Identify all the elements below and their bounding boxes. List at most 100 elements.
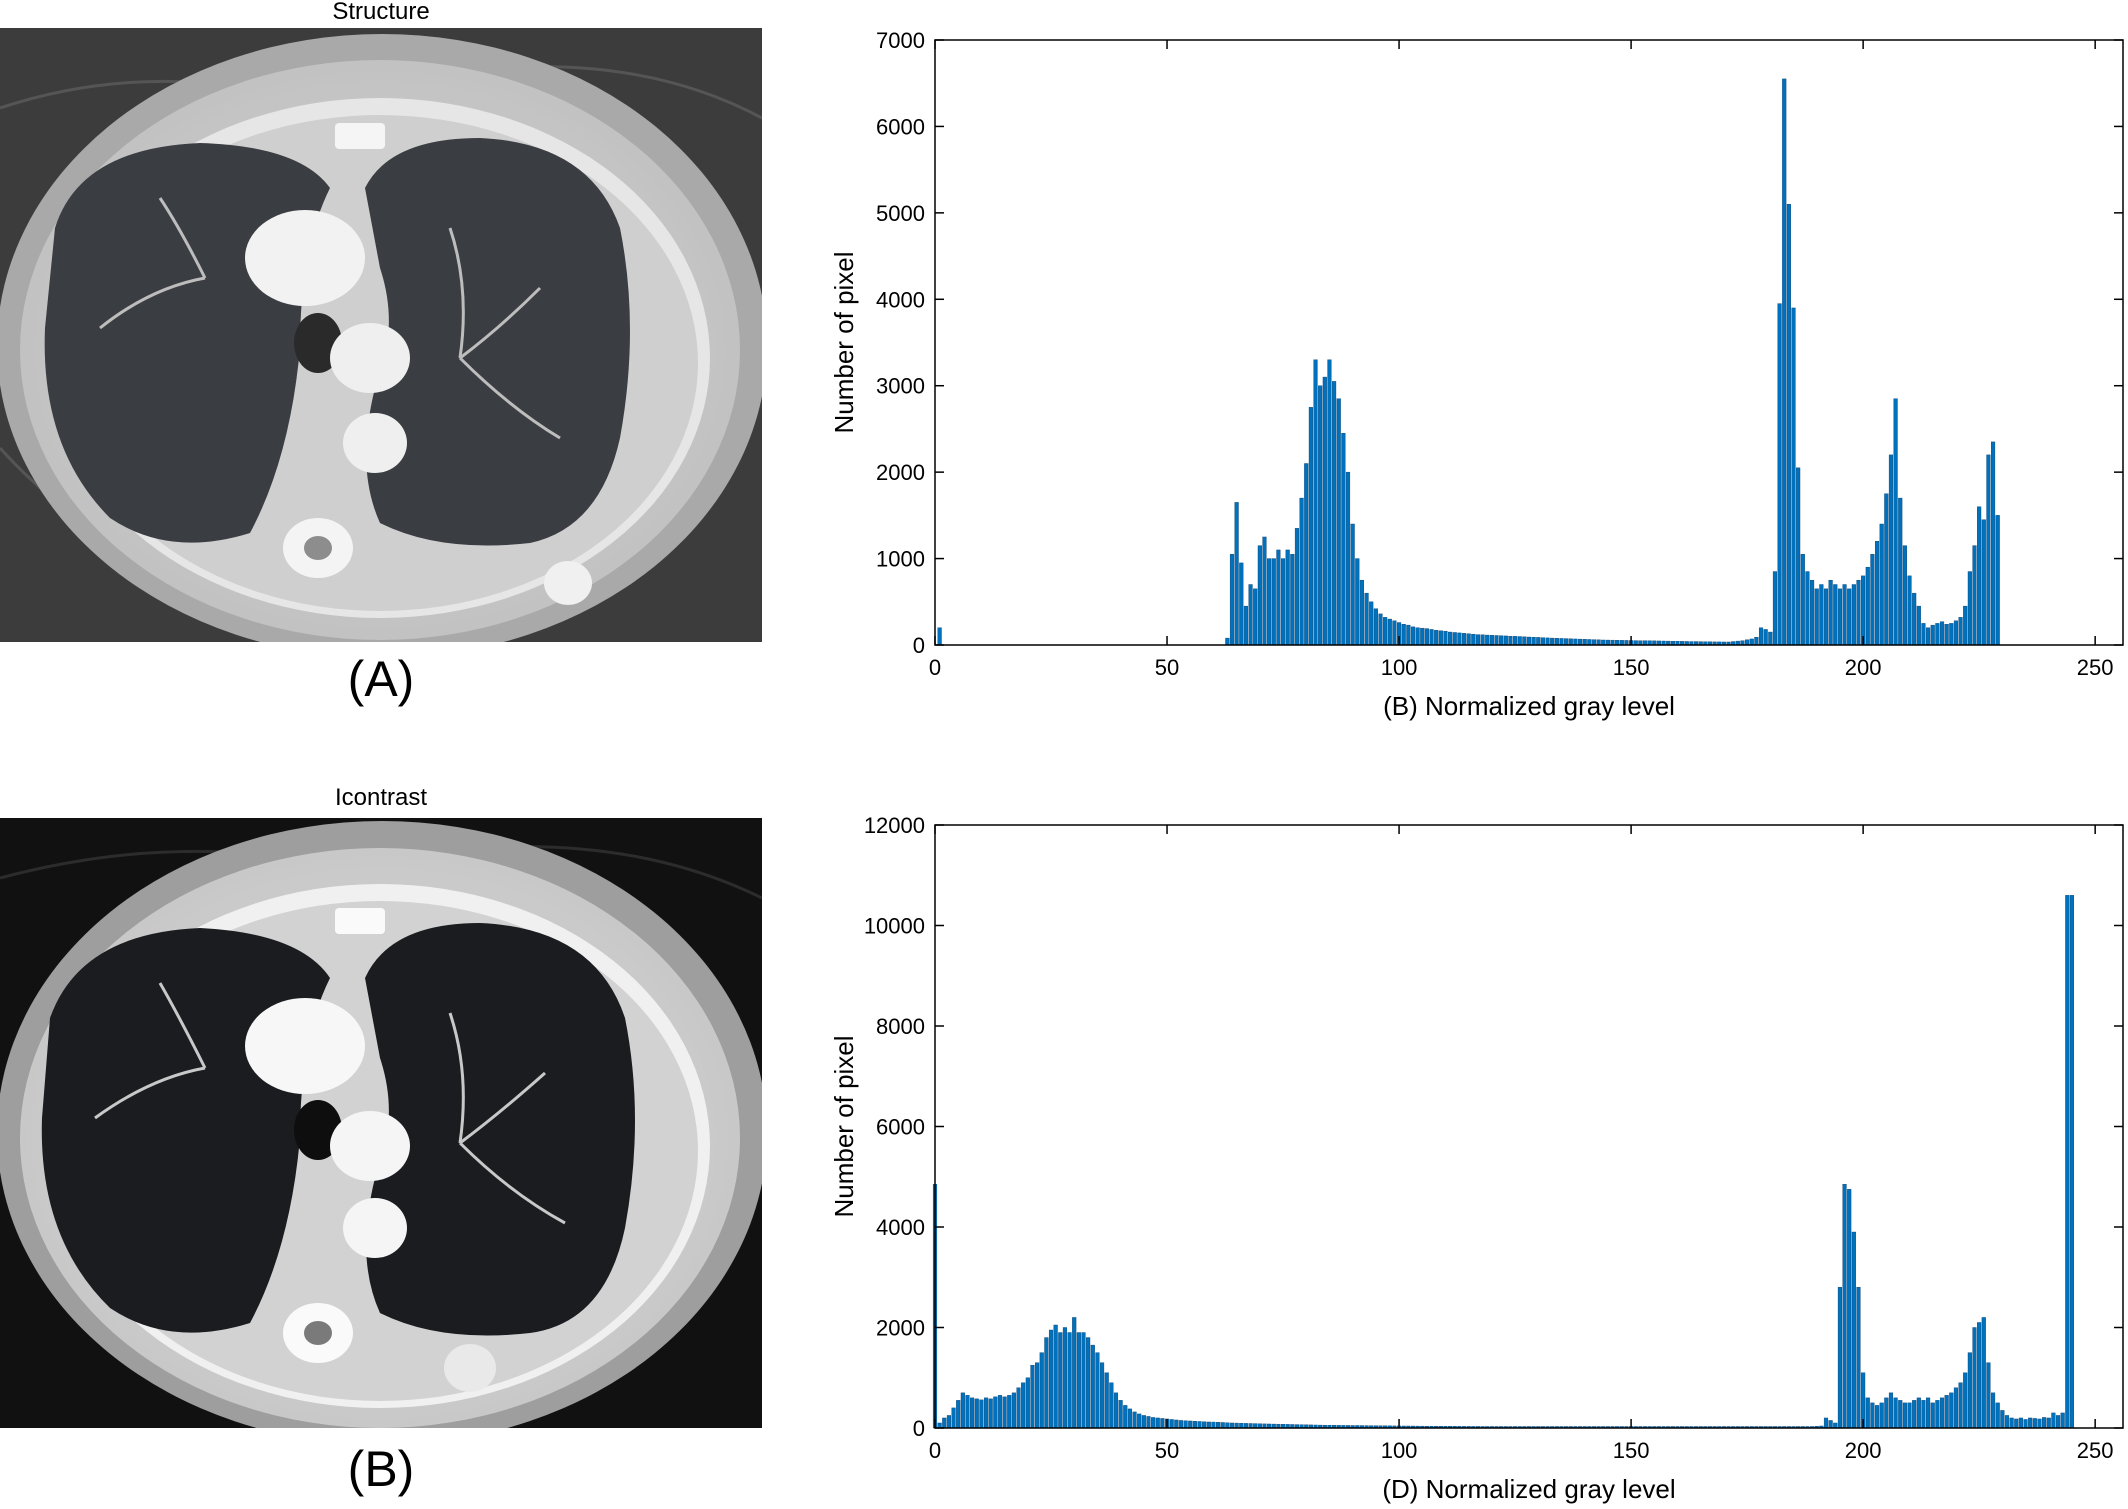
histogram-bar	[937, 627, 942, 646]
x-tick-label: 200	[1845, 1438, 1882, 1463]
histogram-bar	[1847, 1189, 1852, 1429]
histogram-bar	[1782, 78, 1787, 646]
histogram-bar	[1234, 502, 1239, 646]
histogram-bar	[1879, 1402, 1884, 1429]
histogram-bar	[1953, 1387, 1958, 1429]
histogram-bar	[1810, 579, 1815, 646]
histogram-bar	[1100, 1362, 1105, 1429]
histogram-bar	[1814, 588, 1819, 646]
histogram-bar	[1058, 1332, 1063, 1429]
histogram-bar	[1856, 1287, 1861, 1429]
histogram-bar	[1076, 1332, 1081, 1429]
histogram-bar	[1072, 1317, 1077, 1429]
histogram-bar	[1336, 398, 1341, 646]
histogram-bar	[1587, 639, 1592, 646]
y-tick-label: 6000	[876, 114, 925, 139]
histogram-bar	[1967, 571, 1972, 646]
histogram-bar	[1429, 629, 1434, 646]
x-tick-label: 100	[1381, 1438, 1418, 1463]
histogram-bar	[1109, 1382, 1114, 1429]
histogram-bar	[2060, 1412, 2065, 1429]
histogram-bar	[1874, 541, 1880, 646]
histogram-bar	[1870, 1402, 1875, 1429]
histogram-bar	[1540, 637, 1545, 646]
histogram-bar	[974, 1398, 979, 1429]
histogram-bar	[1489, 635, 1494, 646]
histogram-bar	[1355, 558, 1360, 646]
histogram-bar	[2009, 1417, 2014, 1429]
histogram-bar	[1188, 1420, 1193, 1429]
y-tick-label: 6000	[876, 1115, 925, 1140]
histogram-bar	[1963, 1372, 1968, 1429]
histogram-bar	[1902, 545, 1907, 646]
histogram-bar	[1123, 1405, 1128, 1429]
histogram-bar	[1178, 1420, 1184, 1429]
histogram-bar	[1847, 588, 1852, 646]
y-tick-label: 5000	[876, 201, 925, 226]
histogram-bar	[1596, 639, 1601, 646]
histogram-bar	[1513, 636, 1518, 646]
histogram-bar	[1299, 497, 1304, 646]
histogram-bar	[2000, 1410, 2005, 1429]
histogram-bar	[1995, 1402, 2000, 1429]
histogram-bar	[942, 1417, 947, 1429]
histogram-bar	[965, 1395, 970, 1429]
histogram-bar	[1206, 1421, 1211, 1429]
histogram-bar	[1364, 592, 1369, 646]
histogram-bar	[1763, 629, 1768, 646]
histogram-bar	[1095, 1352, 1100, 1429]
histogram-bar	[1907, 575, 1912, 646]
histogram-bar	[1392, 620, 1397, 646]
histogram-bar	[1466, 633, 1471, 646]
histogram-bar	[1823, 588, 1829, 646]
histogram-bar	[1786, 204, 1791, 646]
histogram-bar	[1935, 623, 1940, 646]
histogram-bar	[960, 1392, 965, 1429]
histogram-icontrast-plot: 0 50 100 150 200 250 0 2000 4000 6000 8000 10000 120…	[829, 813, 2124, 1504]
histogram-bar	[983, 1397, 989, 1429]
histogram-bar	[1754, 637, 1759, 646]
histogram-bar	[1531, 637, 1536, 646]
histogram-bar	[1243, 605, 1248, 646]
histogram-bar	[988, 1398, 993, 1429]
histogram-bar	[1229, 1422, 1235, 1429]
histogram-bar	[1935, 1400, 1940, 1429]
histogram-bar	[1958, 1382, 1963, 1429]
histogram-bar	[1025, 1377, 1030, 1429]
histogram-bar	[1902, 1402, 1907, 1429]
histogram-bar	[1341, 433, 1346, 646]
histogram-bar	[1132, 1411, 1137, 1429]
histogram-bar	[2014, 1418, 2019, 1429]
histogram-bar	[1536, 637, 1541, 646]
histogram-bar	[1480, 634, 1485, 646]
histogram-bar	[1007, 1395, 1012, 1429]
histogram-bar	[1559, 638, 1564, 646]
histogram-bar	[1749, 638, 1754, 646]
panel-a-title: Structure	[332, 0, 430, 25]
histogram-bar	[1410, 626, 1416, 646]
panel-b-letter: (B)	[347, 1441, 415, 1497]
histogram-bar	[1308, 407, 1313, 646]
histogram-bar	[1174, 1419, 1179, 1429]
histogram-bar	[1550, 637, 1555, 646]
histogram-bar	[1898, 1400, 1903, 1429]
histogram-bar	[1322, 376, 1327, 646]
histogram-bar	[1796, 467, 1801, 646]
histogram-bar	[1448, 631, 1453, 646]
histogram-bar	[1772, 571, 1778, 646]
histogram-bar	[1981, 1317, 1986, 1429]
histogram-bar	[1768, 631, 1773, 646]
y-tick-label: 12000	[864, 813, 925, 838]
histogram-bar	[1916, 1397, 1921, 1429]
histogram-bar	[2055, 1415, 2061, 1429]
histogram-bar	[1011, 1392, 1016, 1429]
histogram-bar	[1972, 545, 1977, 646]
x-axis-label: (D) Normalized gray level	[1382, 1474, 1675, 1504]
histogram-bar	[1949, 1392, 1954, 1429]
histogram-bar	[1313, 359, 1318, 646]
histogram-bar	[1508, 635, 1513, 646]
histogram-bar	[1383, 617, 1388, 646]
panel-a-letter: (A)	[347, 651, 415, 707]
x-axis-label: (B) Normalized gray level	[1383, 691, 1675, 721]
histogram-bar	[1833, 584, 1838, 646]
